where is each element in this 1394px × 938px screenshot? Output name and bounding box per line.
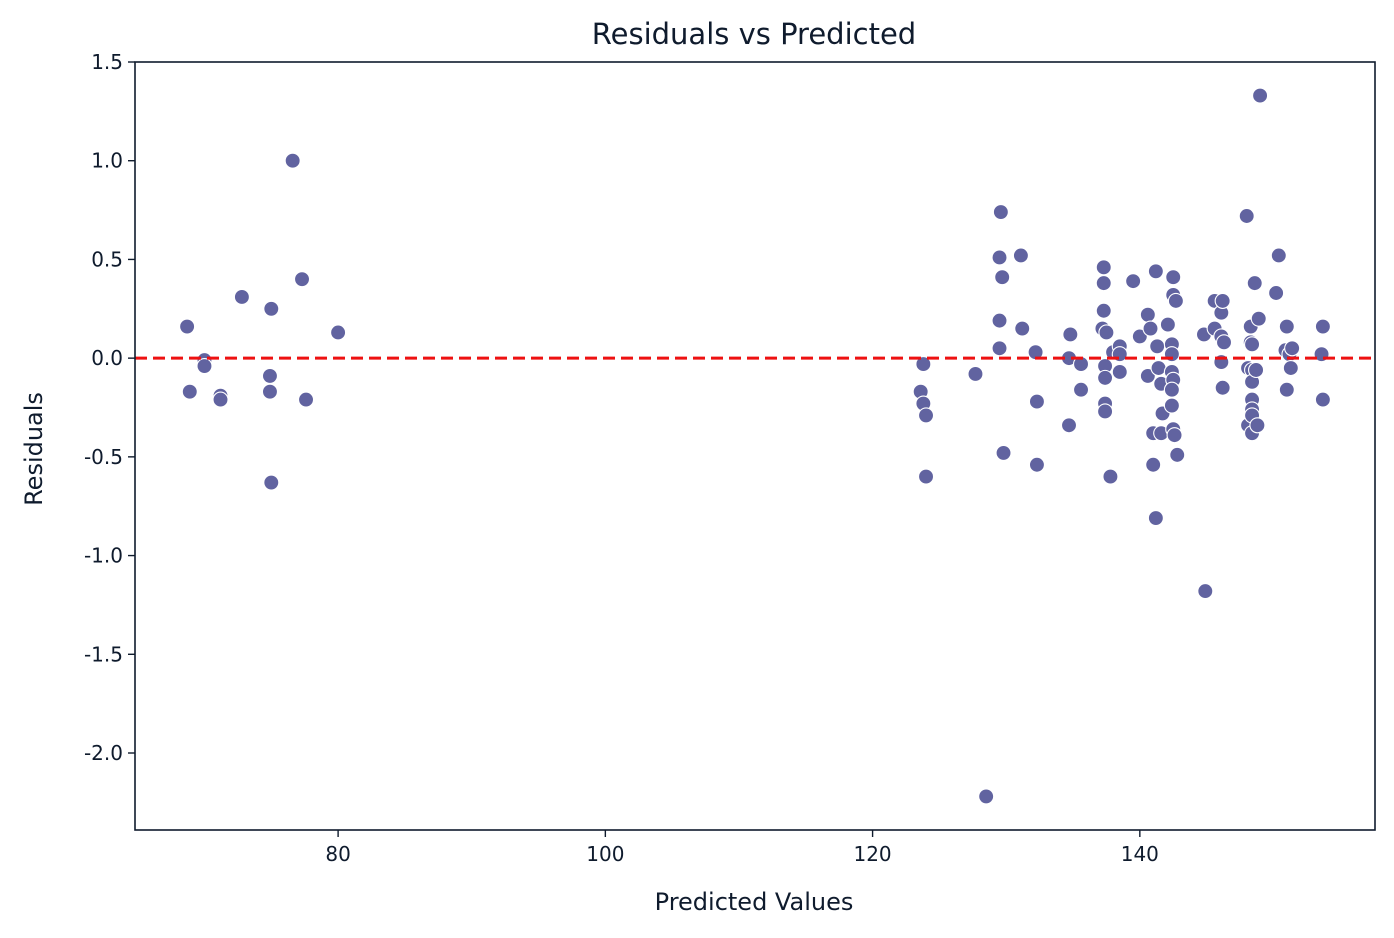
data-point	[1169, 446, 1186, 463]
data-point	[992, 203, 1009, 221]
data-point	[1072, 356, 1090, 373]
data-point	[1246, 275, 1263, 292]
data-point	[1147, 510, 1164, 527]
data-point	[1244, 336, 1261, 353]
data-point	[917, 407, 935, 424]
y-tick-label: 0.0	[91, 346, 123, 370]
data-point	[1060, 417, 1078, 434]
data-point	[1249, 417, 1266, 434]
data-point	[967, 365, 984, 382]
x-tick-label: 140	[1121, 842, 1159, 866]
data-point	[1314, 318, 1331, 335]
data-point	[233, 288, 250, 305]
y-tick-label: 1.5	[91, 50, 123, 74]
y-tick-label: 0.5	[91, 247, 123, 271]
x-tick-label: 100	[586, 842, 624, 866]
data-point	[1163, 381, 1180, 398]
data-point	[1159, 316, 1176, 333]
data-point	[181, 383, 198, 400]
data-point	[1165, 269, 1182, 286]
data-point	[1012, 247, 1029, 264]
data-point	[1028, 393, 1045, 410]
data-point	[994, 269, 1011, 286]
data-point	[261, 383, 279, 400]
data-point	[1028, 456, 1045, 473]
y-tick-label: 1.0	[91, 149, 123, 173]
y-tick-label: -1.0	[84, 544, 123, 568]
data-point	[1270, 247, 1287, 264]
data-point	[293, 271, 311, 288]
y-tick-label: -2.0	[84, 741, 123, 765]
data-point	[1166, 427, 1183, 444]
data-point	[1248, 361, 1265, 379]
data-point	[1131, 328, 1148, 345]
data-point	[1215, 334, 1233, 351]
data-point	[1027, 344, 1044, 361]
data-point	[1095, 259, 1112, 276]
data-point	[1150, 359, 1167, 377]
data-point	[1062, 326, 1079, 343]
y-tick-label: -0.5	[84, 445, 123, 469]
data-point	[1282, 359, 1299, 377]
data-point	[297, 391, 315, 408]
data-point	[1268, 284, 1285, 302]
data-point	[1095, 302, 1112, 319]
x-axis-label: Predicted Values	[655, 888, 854, 916]
data-point	[1214, 292, 1231, 309]
data-point	[1139, 306, 1156, 323]
y-tick-label: -1.5	[84, 642, 123, 666]
data-point	[1167, 292, 1184, 309]
data-point	[1014, 320, 1031, 337]
data-point	[1097, 369, 1114, 386]
data-point	[1145, 456, 1162, 473]
data-point	[196, 357, 213, 375]
data-point	[917, 468, 935, 485]
data-point	[1163, 397, 1180, 414]
data-point	[1142, 320, 1159, 337]
data-point	[1098, 324, 1115, 341]
data-point	[1147, 263, 1164, 280]
y-axis-label: Residuals	[20, 392, 48, 506]
data-point	[978, 788, 995, 805]
data-point	[1095, 275, 1112, 292]
plot-frame	[134, 61, 1376, 831]
data-point	[1125, 273, 1142, 290]
data-point	[1139, 367, 1156, 384]
data-point	[1149, 338, 1166, 355]
axis-ticks: 80 100 120 140 1.5 1.0 0.5 0.0 -0.5 -1.0 -1.5 -2.0	[84, 50, 1159, 866]
data-point	[1097, 403, 1114, 420]
data-point	[1278, 318, 1295, 335]
data-point	[991, 340, 1008, 357]
chart-title: Residuals vs Predicted	[592, 17, 916, 51]
data-point	[263, 474, 280, 491]
data-point	[991, 249, 1008, 266]
data-point	[1238, 207, 1255, 225]
x-tick-label: 80	[325, 842, 350, 866]
data-point	[1197, 583, 1214, 600]
data-point	[330, 324, 347, 341]
data-point	[995, 444, 1012, 461]
data-point	[1072, 381, 1090, 398]
data-point	[261, 367, 279, 384]
data-point	[1278, 381, 1295, 398]
data-point	[1214, 379, 1231, 396]
data-point	[263, 300, 280, 317]
data-point	[212, 391, 229, 408]
data-point	[991, 312, 1008, 329]
data-point	[1250, 310, 1267, 327]
data-point	[284, 152, 301, 169]
data-point	[1102, 468, 1119, 485]
data-point	[1111, 363, 1128, 381]
data-point	[1314, 391, 1331, 408]
data-point	[1252, 87, 1269, 104]
data-point	[1284, 340, 1301, 357]
data-point	[915, 356, 932, 373]
data-points	[179, 87, 1331, 805]
x-tick-label: 120	[853, 842, 891, 866]
data-point	[179, 318, 196, 335]
